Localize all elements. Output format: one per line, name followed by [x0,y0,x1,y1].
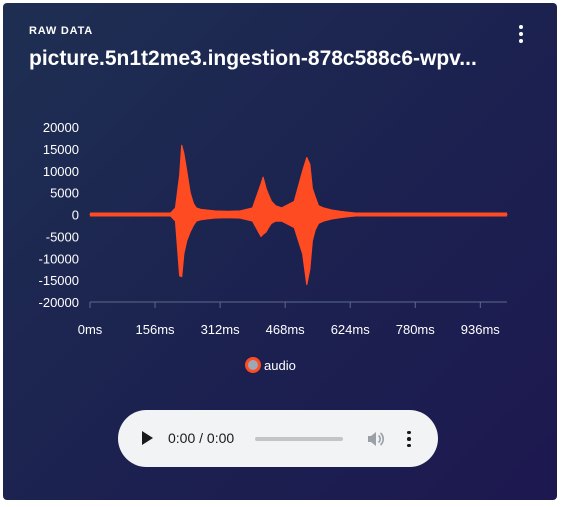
y-tick-label: 10000 [43,164,79,179]
volume-icon[interactable] [365,429,385,449]
play-icon[interactable] [140,430,154,446]
x-tick-label: 468ms [266,322,306,337]
y-tick-label: -20000 [39,295,79,310]
legend-swatch [245,357,261,373]
y-tick-label: 0 [72,208,79,223]
legend-item-audio[interactable]: audio [245,357,296,373]
waveform-chart: 20000 15000 10000 5000 0 -5000 -10000 -15000 -20… [39,120,508,337]
section-label: RAW DATA [29,25,94,37]
legend-label: audio [264,357,296,373]
time-display: 0:00 / 0:00 [168,430,235,446]
player-more-icon[interactable] [403,429,415,449]
sample-title: picture.5n1t2me3.ingestion-878c588c6-wpv… [29,47,477,70]
y-tick-label: -5000 [46,229,79,244]
more-options-icon[interactable] [510,21,532,47]
y-tick-label: 20000 [43,120,79,135]
y-tick-label: -15000 [39,273,79,288]
x-tick-label: 156ms [136,322,176,337]
audio-player: 0:00 / 0:00 [118,410,438,467]
y-tick-label: -10000 [39,251,79,266]
y-tick-label: 5000 [50,186,79,201]
y-tick-label: 15000 [43,142,79,157]
x-tick-label: 936ms [461,322,501,337]
x-tick-label: 312ms [201,322,241,337]
x-tick-label: 624ms [331,322,371,337]
x-tick-label: 0ms [78,322,103,337]
x-tick-label: 780ms [396,322,436,337]
progress-bar[interactable] [255,437,343,441]
